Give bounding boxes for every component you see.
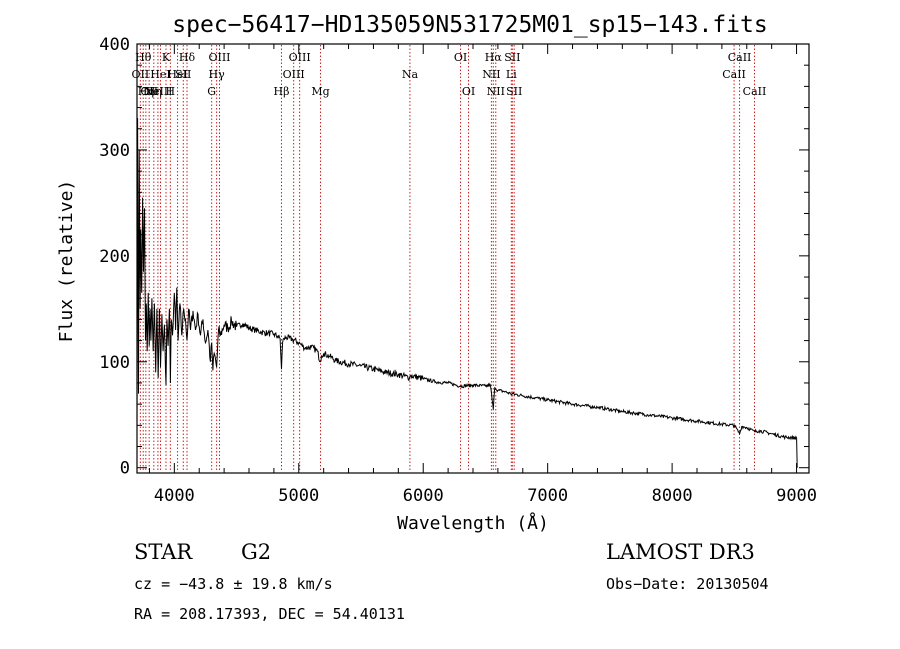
y-tick-label: 400: [99, 35, 130, 55]
y-tick-label: 100: [99, 353, 130, 373]
line-marker-label: SII: [504, 51, 520, 64]
line-markers: [139, 45, 755, 472]
x-tick-label: 6000: [403, 486, 444, 506]
line-marker-label: HeI: [167, 68, 187, 81]
line-marker-label: CaII: [722, 68, 746, 81]
info-panel: STAR G2 LAMOST DR3 cz = −43.8 ± 19.8 km/…: [134, 540, 769, 623]
axis-ticks: [137, 43, 809, 473]
y-tick-label: 300: [99, 141, 130, 161]
x-tick-label: 4000: [154, 486, 195, 506]
x-tick-label: 8000: [652, 486, 693, 506]
line-marker-label: HeI: [150, 68, 170, 81]
line-marker-label: Mg: [311, 85, 329, 98]
x-tick-label: 7000: [527, 486, 568, 506]
line-marker-label: Li: [506, 68, 517, 81]
object-subclass: G2: [241, 540, 271, 564]
line-marker-label: NII: [487, 85, 505, 98]
y-tick-label: 200: [99, 247, 130, 267]
line-marker-label: SII: [175, 68, 191, 81]
line-marker-label: OII: [140, 85, 158, 98]
y-tick-labels: 0 100 200 300 400: [99, 35, 130, 479]
line-marker-label: Hβ: [274, 85, 290, 98]
line-marker-label: K: [162, 51, 171, 64]
line-marker-label: Hθ: [135, 51, 152, 64]
x-tick-label: 9000: [776, 486, 817, 506]
line-marker-label: CaII: [728, 51, 752, 64]
line-marker-label: OIII: [283, 68, 305, 81]
line-marker-label: Hη: [146, 85, 162, 98]
observation-date: Obs−Date: 20130504: [606, 575, 769, 593]
line-marker-label: Hη: [138, 85, 154, 98]
line-marker-label: OII: [132, 68, 150, 81]
y-tick-label: 0: [120, 459, 130, 479]
line-marker-label: CaII: [743, 85, 767, 98]
plot-frame: [136, 43, 810, 474]
line-marker-label: G: [207, 85, 216, 98]
spectrum-line: [136, 118, 798, 468]
x-tick-label: 5000: [278, 486, 319, 506]
line-marker-label: H: [166, 85, 176, 98]
object-class: STAR: [134, 540, 193, 564]
x-axis-label: Wavelength (Å): [397, 512, 549, 534]
line-marker-label: OIII: [289, 51, 311, 64]
coordinates: RA = 208.17393, DEC = 54.40131: [134, 605, 405, 623]
line-marker-labels: OIIHθHηOIIHηNeIIIHeIKHHeISIIHδGHγOIIIHβO…: [132, 51, 767, 98]
redshift-cz: cz = −43.8 ± 19.8 km/s: [134, 575, 333, 593]
y-axis-label: Flux (relative): [56, 180, 77, 343]
line-marker-label: Na: [402, 68, 419, 81]
line-marker-label: Hδ: [179, 51, 196, 64]
line-marker-label: SII: [506, 85, 522, 98]
line-marker-label: OI: [462, 85, 475, 98]
x-tick-labels: 4000 5000 6000 7000 8000 9000: [154, 486, 817, 506]
line-marker-label: Hγ: [209, 68, 226, 81]
line-marker-label: NeIII: [143, 85, 172, 98]
line-marker-label: OI: [454, 51, 467, 64]
line-marker-label: OIII: [208, 51, 230, 64]
chart-title: spec−56417−HD135059N531725M01_sp15−143.f…: [172, 12, 767, 38]
line-marker-label: Hα: [485, 51, 503, 64]
survey-name: LAMOST DR3: [606, 540, 755, 564]
line-marker-label: NII: [482, 68, 500, 81]
